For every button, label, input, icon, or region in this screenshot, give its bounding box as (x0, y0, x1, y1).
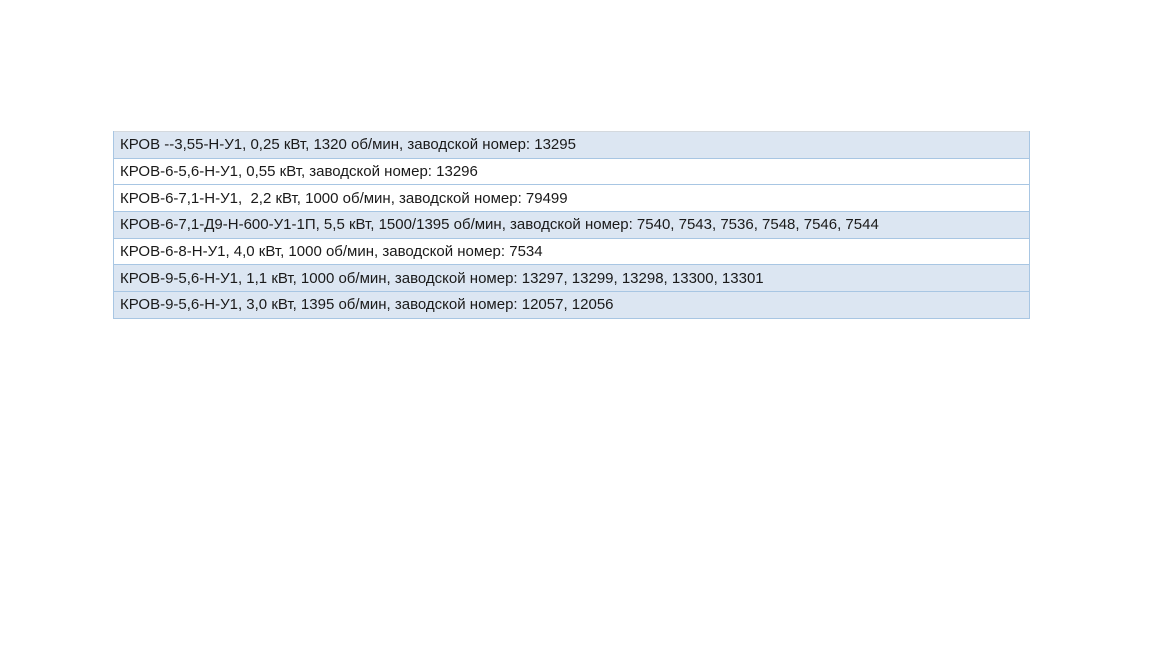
table-row: КРОВ-9-5,6-Н-У1, 3,0 кВт, 1395 об/мин, з… (113, 291, 1030, 319)
equipment-description-cell: КРОВ-9-5,6-Н-У1, 3,0 кВт, 1395 об/мин, з… (113, 291, 1030, 319)
equipment-description-cell: КРОВ-9-5,6-Н-У1, 1,1 кВт, 1000 об/мин, з… (113, 264, 1030, 293)
table-row: КРОВ-6-8-Н-У1, 4,0 кВт, 1000 об/мин, зав… (113, 238, 1030, 266)
equipment-description-cell: КРОВ --3,55-Н-У1, 0,25 кВт, 1320 об/мин,… (113, 131, 1030, 159)
table-row: КРОВ-6-5,6-Н-У1, 0,55 кВт, заводской ном… (113, 158, 1030, 186)
equipment-description-cell: КРОВ-6-8-Н-У1, 4,0 кВт, 1000 об/мин, зав… (113, 238, 1030, 266)
table-row: КРОВ --3,55-Н-У1, 0,25 кВт, 1320 об/мин,… (113, 131, 1030, 159)
equipment-table-container: КРОВ --3,55-Н-У1, 0,25 кВт, 1320 об/мин,… (113, 131, 1030, 319)
table-row: КРОВ-6-7,1-Д9-Н-600-У1-1П, 5,5 кВт, 1500… (113, 211, 1030, 239)
equipment-table-body: КРОВ --3,55-Н-У1, 0,25 кВт, 1320 об/мин,… (113, 131, 1030, 319)
equipment-list-table: КРОВ --3,55-Н-У1, 0,25 кВт, 1320 об/мин,… (113, 131, 1030, 319)
equipment-description-cell: КРОВ-6-7,1-Н-У1, 2,2 кВт, 1000 об/мин, з… (113, 184, 1030, 213)
equipment-description-cell: КРОВ-6-5,6-Н-У1, 0,55 кВт, заводской ном… (113, 158, 1030, 186)
table-row: КРОВ-9-5,6-Н-У1, 1,1 кВт, 1000 об/мин, з… (113, 264, 1030, 293)
table-row: КРОВ-6-7,1-Н-У1, 2,2 кВт, 1000 об/мин, з… (113, 184, 1030, 213)
equipment-description-cell: КРОВ-6-7,1-Д9-Н-600-У1-1П, 5,5 кВт, 1500… (113, 211, 1030, 239)
